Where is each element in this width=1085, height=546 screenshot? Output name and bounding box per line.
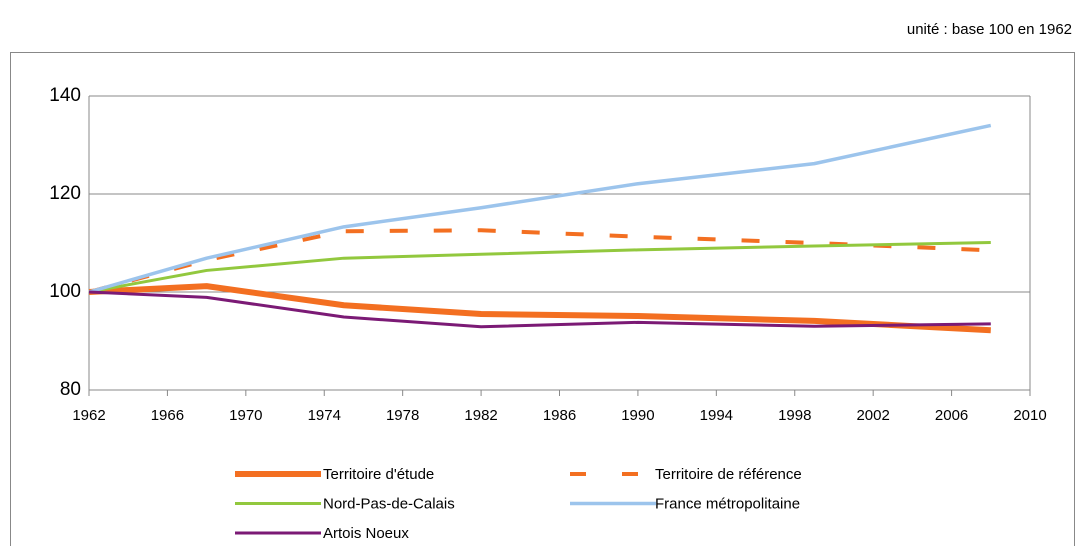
series-line (88, 123, 992, 294)
legend-label: Territoire d'étude (323, 466, 434, 483)
y-tick-label: 80 (60, 379, 81, 400)
series-line (88, 283, 991, 334)
x-tick-label: 1966 (151, 407, 184, 424)
x-tick-label: 1990 (621, 407, 654, 424)
y-tick-label: 120 (49, 183, 81, 204)
legend-label: Nord-Pas-de-Calais (323, 495, 455, 512)
x-tick-label: 1982 (464, 407, 497, 424)
y-tick-label: 140 (49, 85, 81, 106)
series-line (88, 228, 991, 294)
series-line (88, 290, 991, 329)
x-tick-label: 1986 (543, 407, 576, 424)
x-tick-label: 2010 (1013, 407, 1046, 424)
legend-label: France métropolitaine (655, 495, 800, 512)
series-line (88, 241, 991, 294)
x-tick-label: 2002 (856, 407, 889, 424)
chart-frame (10, 52, 1075, 546)
legend-label: Territoire de référence (655, 466, 802, 483)
unit-note: unité : base 100 en 1962 (907, 21, 1072, 38)
x-tick-label: 1962 (72, 407, 105, 424)
y-tick-label: 100 (49, 281, 81, 302)
x-tick-label: 2006 (935, 407, 968, 424)
x-tick-label: 1974 (308, 407, 341, 424)
x-tick-label: 1998 (778, 407, 811, 424)
x-tick-label: 1994 (700, 407, 733, 424)
x-tick-label: 1978 (386, 407, 419, 424)
x-tick-label: 1970 (229, 407, 262, 424)
legend-label: Artois Noeux (323, 525, 409, 542)
